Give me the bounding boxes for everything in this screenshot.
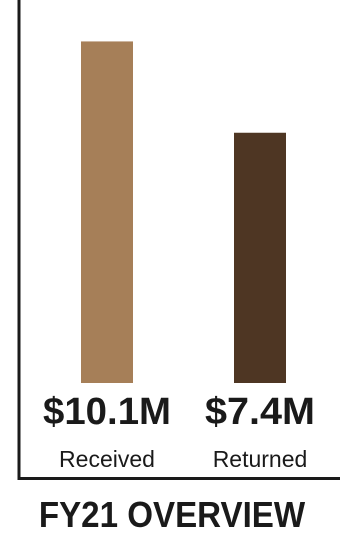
value-label-returned: $7.4M: [205, 391, 315, 433]
value-label-received: $10.1M: [43, 391, 171, 433]
value-labels-group: $10.1M $7.4M: [43, 391, 315, 433]
bar-returned: [234, 132, 286, 383]
category-labels-group: Received Returned: [59, 446, 307, 472]
category-label-received: Received: [59, 446, 155, 472]
bar-received: [81, 41, 133, 383]
bar-chart: $10.1M $7.4M Received Returned: [17, 0, 340, 480]
bars-group: [81, 41, 286, 383]
category-label-returned: Returned: [213, 446, 308, 472]
chart-title: FY21 OVERVIEW: [38, 494, 306, 535]
